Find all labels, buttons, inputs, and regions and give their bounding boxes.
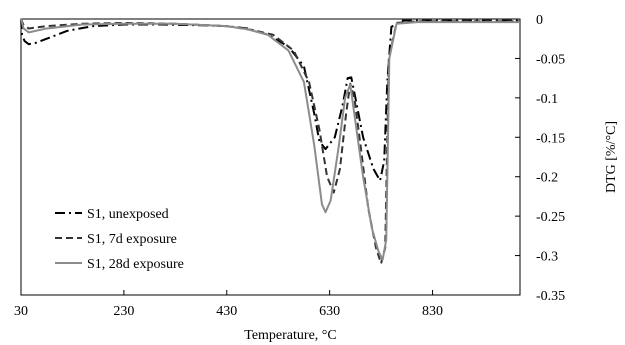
y-tick-label: -0.1	[536, 92, 558, 107]
legend-label: S1, 28d exposure	[87, 257, 184, 272]
series-layer	[20, 18, 520, 265]
y-tick-label: -0.15	[536, 131, 565, 146]
y-tick-label: -0.05	[536, 52, 565, 67]
series-line-1	[20, 18, 520, 182]
legend-label: S1, unexposed	[87, 207, 169, 222]
y-tick-label: -0.3	[536, 250, 558, 265]
y-tick-label: -0.2	[536, 171, 558, 186]
x-axis-title: Temperature, °C	[244, 328, 336, 343]
x-tick-label: 230	[113, 304, 134, 319]
x-tick-label: 630	[319, 304, 340, 319]
x-tick-label: 30	[14, 304, 28, 319]
series-line-3	[20, 18, 520, 261]
legend: S1, unexposed S1, 7d exposure S1, 28d expo…	[55, 207, 184, 272]
plot-frame	[20, 18, 521, 296]
y-tick-label: -0.25	[536, 210, 565, 225]
y-tick-label: 0	[536, 13, 543, 28]
series-line-2	[20, 18, 520, 265]
y-tick-label: -0.35	[536, 289, 565, 304]
legend-label: S1, 7d exposure	[87, 232, 177, 247]
x-tick-label: 830	[422, 304, 443, 319]
axes: 30 230 430 630 830 0 -0.05 -0.1 -0.15 -0.2 -0.25 -0…	[14, 13, 565, 319]
x-tick-label: 430	[216, 304, 237, 319]
y-axis-title: DTG [%/°C]	[604, 121, 619, 193]
